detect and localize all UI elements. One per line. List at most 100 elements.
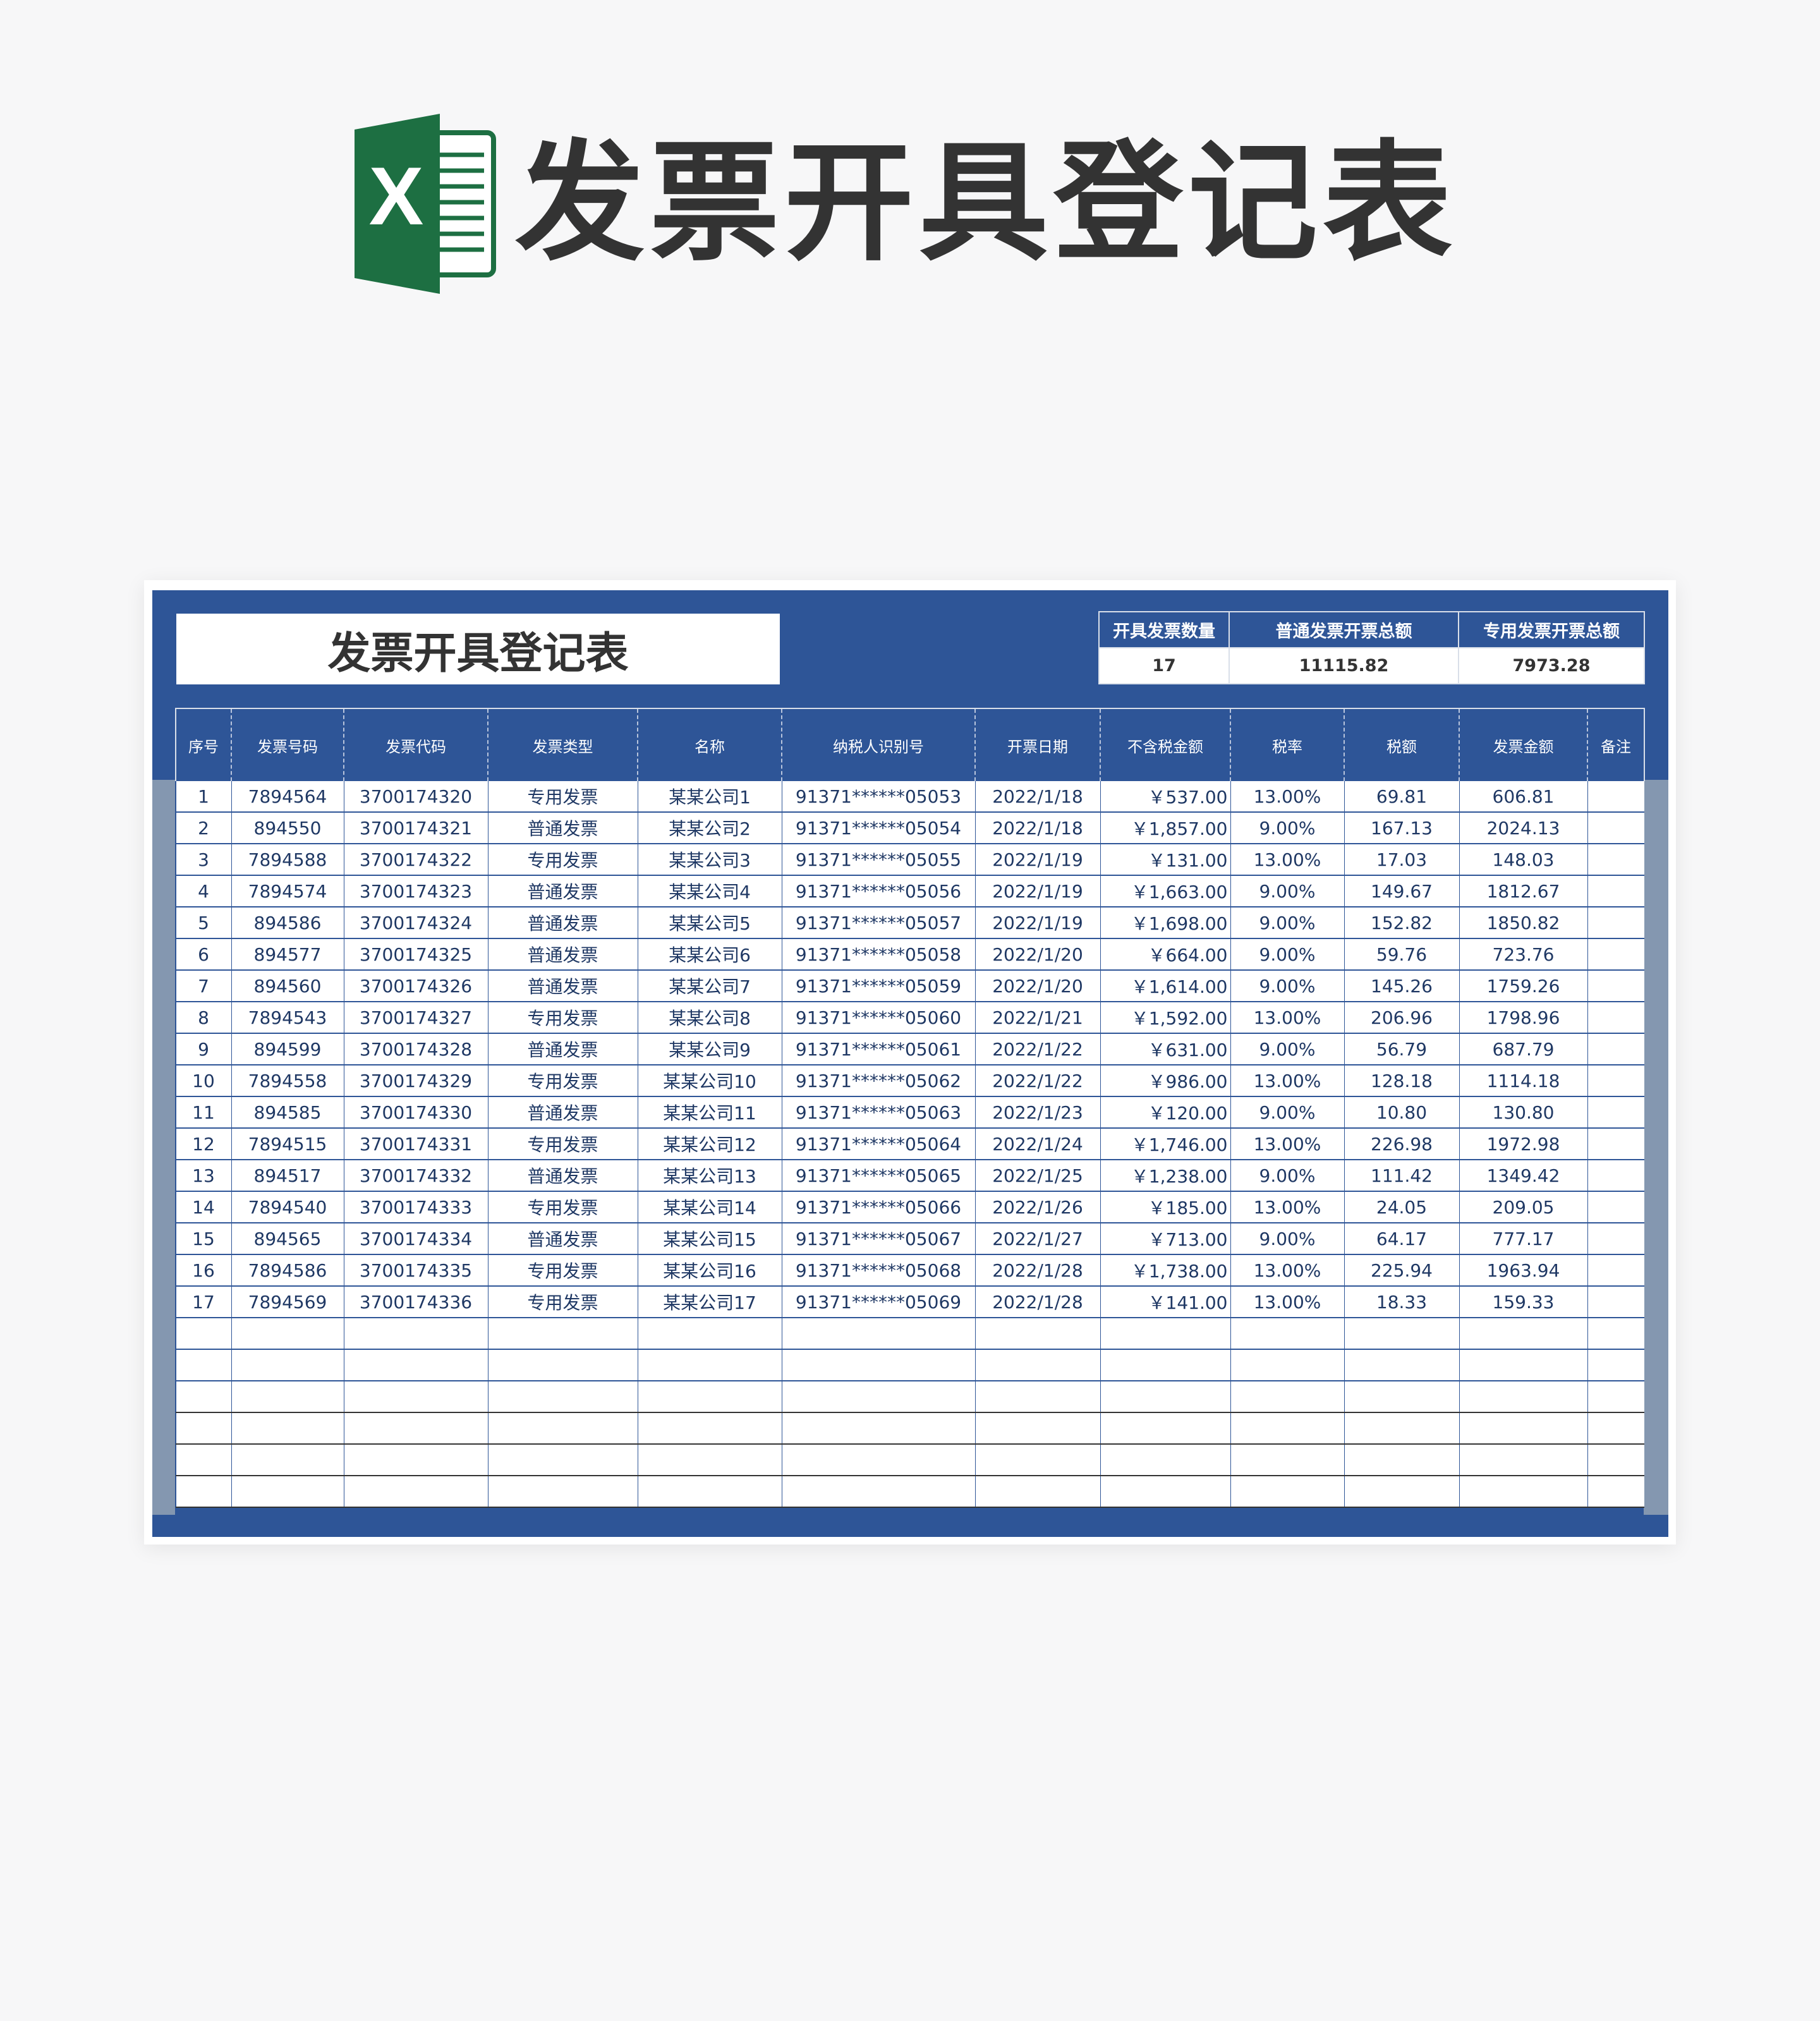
cell-invoice-amount[interactable]: 687.79 <box>1459 1033 1587 1065</box>
cell-pretax-amount[interactable]: ￥120.00 <box>1100 1096 1230 1129</box>
cell-pretax-amount[interactable]: ￥1,738.00 <box>1100 1254 1230 1287</box>
cell-invoice-type[interactable]: 普通发票 <box>487 875 638 907</box>
cell-invoice-code[interactable]: 3700174320 <box>343 781 488 813</box>
cell-invoice-amount[interactable]: 130.80 <box>1459 1096 1587 1129</box>
cell-invoice-code[interactable]: 3700174326 <box>343 970 488 1002</box>
cell-company-name[interactable]: 某某公司14 <box>637 1191 782 1223</box>
cell-remarks[interactable] <box>1587 1318 1644 1350</box>
cell-invoice-code[interactable]: 3700174330 <box>343 1096 488 1129</box>
cell-company-name[interactable] <box>637 1476 782 1508</box>
cell-issue-date[interactable]: 2022/1/28 <box>974 1254 1100 1287</box>
cell-invoice-code[interactable]: 3700174324 <box>343 907 488 939</box>
cell-invoice-code[interactable] <box>343 1349 488 1381</box>
cell-issue-date[interactable] <box>974 1412 1100 1445</box>
cell-tax-rate[interactable]: 13.00% <box>1230 1128 1344 1160</box>
cell-remarks[interactable] <box>1587 938 1644 971</box>
cell-tax-rate[interactable]: 9.00% <box>1230 1160 1344 1192</box>
summary-special-total[interactable]: 7973.28 <box>1458 647 1645 684</box>
cell-company-name[interactable] <box>637 1318 782 1350</box>
cell-tax-rate[interactable]: 9.00% <box>1230 812 1344 844</box>
cell-remarks[interactable] <box>1587 1476 1644 1508</box>
cell-invoice-type[interactable] <box>487 1349 638 1381</box>
cell-remarks[interactable] <box>1587 1033 1644 1065</box>
cell-issue-date[interactable]: 2022/1/26 <box>974 1191 1100 1223</box>
cell-tax-amount[interactable]: 149.67 <box>1344 875 1459 907</box>
cell-taxpayer-id[interactable]: 91371******05061 <box>781 1033 975 1065</box>
cell-tax-rate[interactable]: 13.00% <box>1230 1065 1344 1097</box>
cell-tax-amount[interactable]: 152.82 <box>1344 907 1459 939</box>
cell-issue-date[interactable] <box>974 1349 1100 1381</box>
cell-pretax-amount[interactable]: ￥1,614.00 <box>1100 970 1230 1002</box>
cell-index[interactable]: 1 <box>175 781 231 813</box>
cell-tax-amount[interactable]: 17.03 <box>1344 844 1459 876</box>
cell-pretax-amount[interactable]: ￥1,592.00 <box>1100 1002 1230 1034</box>
cell-remarks[interactable] <box>1587 1002 1644 1034</box>
cell-index[interactable]: 15 <box>175 1223 231 1255</box>
cell-issue-date[interactable]: 2022/1/20 <box>974 970 1100 1002</box>
cell-pretax-amount[interactable] <box>1100 1444 1230 1476</box>
cell-tax-rate[interactable]: 9.00% <box>1230 875 1344 907</box>
cell-invoice-number[interactable] <box>231 1476 344 1508</box>
cell-tax-amount[interactable]: 59.76 <box>1344 938 1459 971</box>
cell-remarks[interactable] <box>1587 781 1644 813</box>
cell-remarks[interactable] <box>1587 1349 1644 1381</box>
cell-invoice-code[interactable]: 3700174334 <box>343 1223 488 1255</box>
cell-invoice-type[interactable] <box>487 1412 638 1445</box>
cell-taxpayer-id[interactable]: 91371******05060 <box>781 1002 975 1034</box>
cell-invoice-type[interactable]: 普通发票 <box>487 907 638 939</box>
cell-invoice-amount[interactable]: 2024.13 <box>1459 812 1587 844</box>
cell-tax-rate[interactable]: 9.00% <box>1230 1096 1344 1129</box>
cell-taxpayer-id[interactable] <box>781 1412 975 1445</box>
cell-invoice-type[interactable]: 普通发票 <box>487 970 638 1002</box>
cell-invoice-type[interactable]: 专用发票 <box>487 1128 638 1160</box>
cell-tax-amount[interactable]: 10.80 <box>1344 1096 1459 1129</box>
cell-invoice-type[interactable]: 普通发票 <box>487 812 638 844</box>
cell-issue-date[interactable]: 2022/1/24 <box>974 1128 1100 1160</box>
cell-taxpayer-id[interactable]: 91371******05059 <box>781 970 975 1002</box>
cell-invoice-amount[interactable]: 723.76 <box>1459 938 1587 971</box>
cell-invoice-amount[interactable]: 209.05 <box>1459 1191 1587 1223</box>
cell-remarks[interactable] <box>1587 1191 1644 1223</box>
cell-issue-date[interactable]: 2022/1/22 <box>974 1065 1100 1097</box>
cell-index[interactable]: 6 <box>175 938 231 971</box>
cell-invoice-type[interactable]: 普通发票 <box>487 1223 638 1255</box>
cell-issue-date[interactable]: 2022/1/23 <box>974 1096 1100 1129</box>
cell-tax-rate[interactable]: 9.00% <box>1230 907 1344 939</box>
cell-invoice-type[interactable]: 普通发票 <box>487 1096 638 1129</box>
cell-company-name[interactable]: 某某公司8 <box>637 1002 782 1034</box>
cell-pretax-amount[interactable]: ￥1,698.00 <box>1100 907 1230 939</box>
cell-remarks[interactable] <box>1587 907 1644 939</box>
cell-tax-amount[interactable] <box>1344 1412 1459 1445</box>
cell-pretax-amount[interactable]: ￥131.00 <box>1100 844 1230 876</box>
cell-tax-rate[interactable]: 9.00% <box>1230 1033 1344 1065</box>
cell-company-name[interactable]: 某某公司7 <box>637 970 782 1002</box>
cell-index[interactable]: 13 <box>175 1160 231 1192</box>
cell-company-name[interactable]: 某某公司5 <box>637 907 782 939</box>
cell-index[interactable]: 17 <box>175 1286 231 1318</box>
cell-invoice-amount[interactable]: 1759.26 <box>1459 970 1587 1002</box>
summary-count[interactable]: 17 <box>1098 647 1230 684</box>
cell-tax-amount[interactable] <box>1344 1381 1459 1413</box>
cell-issue-date[interactable]: 2022/1/19 <box>974 907 1100 939</box>
cell-tax-rate[interactable]: 13.00% <box>1230 1002 1344 1034</box>
cell-invoice-number[interactable]: 894560 <box>231 970 344 1002</box>
cell-tax-rate[interactable] <box>1230 1349 1344 1381</box>
cell-invoice-type[interactable]: 专用发票 <box>487 844 638 876</box>
cell-remarks[interactable] <box>1587 844 1644 876</box>
cell-taxpayer-id[interactable] <box>781 1318 975 1350</box>
cell-invoice-number[interactable]: 7894569 <box>231 1286 344 1318</box>
cell-tax-amount[interactable]: 64.17 <box>1344 1223 1459 1255</box>
cell-company-name[interactable]: 某某公司4 <box>637 875 782 907</box>
cell-index[interactable]: 2 <box>175 812 231 844</box>
cell-company-name[interactable]: 某某公司1 <box>637 781 782 813</box>
cell-invoice-code[interactable]: 3700174323 <box>343 875 488 907</box>
cell-invoice-number[interactable]: 7894586 <box>231 1254 344 1287</box>
cell-taxpayer-id[interactable]: 91371******05066 <box>781 1191 975 1223</box>
cell-tax-amount[interactable]: 69.81 <box>1344 781 1459 813</box>
cell-index[interactable]: 5 <box>175 907 231 939</box>
cell-tax-amount[interactable]: 56.79 <box>1344 1033 1459 1065</box>
cell-pretax-amount[interactable]: ￥141.00 <box>1100 1286 1230 1318</box>
cell-invoice-code[interactable]: 3700174335 <box>343 1254 488 1287</box>
cell-invoice-type[interactable]: 专用发票 <box>487 1065 638 1097</box>
cell-issue-date[interactable] <box>974 1476 1100 1508</box>
